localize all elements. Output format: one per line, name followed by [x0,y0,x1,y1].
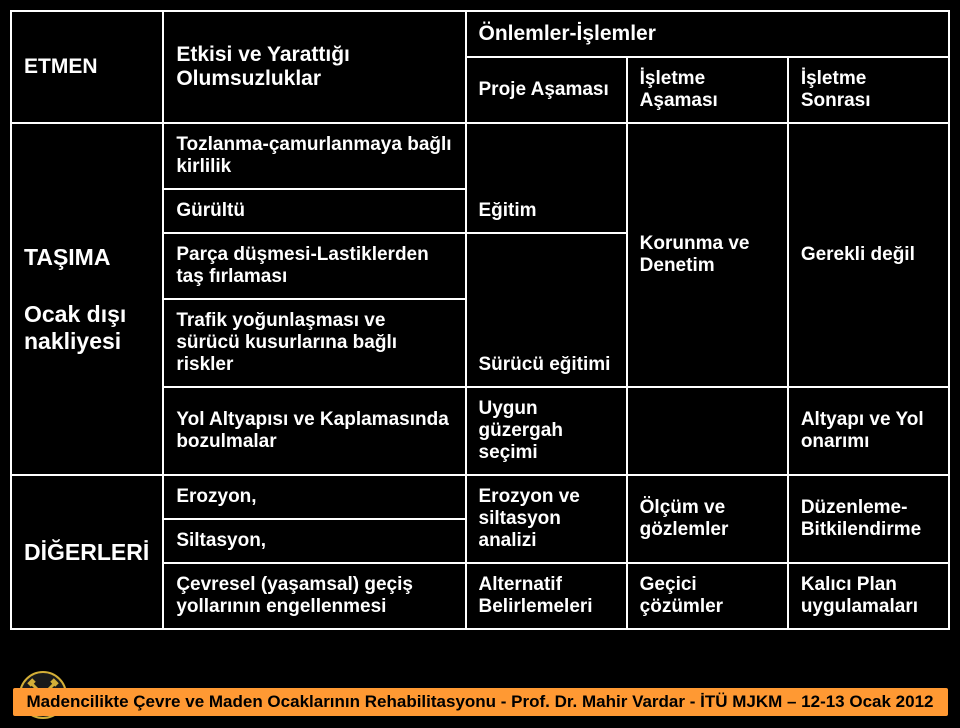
footer-text: Madencilikte Çevre ve Maden Ocaklarının … [13,688,948,716]
header-etkisi: Etkisi ve Yarattığı Olumsuzluklar [163,11,465,123]
tasima-r5-sonra: Altyapı ve Yol onarımı [788,387,949,475]
tasima-r5-etkisi: Yol Altyapısı ve Kaplamasında bozulmalar [163,387,465,475]
tasima-r4-proje: Sürücü eğitimi [466,233,627,387]
tasima-sonra: Gerekli değil [788,123,949,387]
slide: ETMEN Etkisi ve Yarattığı Olumsuzluklar … [0,10,960,728]
diger-r12-asama: Ölçüm ve gözlemler [627,475,788,563]
rowlabel-digerleri: DİĞERLERİ [11,475,163,629]
diger-r3-proje: Alternatif Belirlemeleri [466,563,627,629]
tasima-r4-etkisi: Trafik yoğunlaşması ve sürücü kusurların… [163,299,465,387]
diger-r1-etkisi: Erozyon, [163,475,465,519]
diger-r3-asama: Geçici çözümler [627,563,788,629]
header-isletme-sonra: İşletme Sonrası [788,57,949,123]
tasima-r3-etkisi: Parça düşmesi-Lastiklerden taş fırlaması [163,233,465,299]
diger-r3-sonra: Kalıcı Plan uygulamaları [788,563,949,629]
tasima-asama: Korunma ve Denetim [627,123,788,387]
diger-r2-etkisi: Siltasyon, [163,519,465,563]
tasima-r1-etkisi: Tozlanma-çamurlanmaya bağlı kirlilik [163,123,465,189]
diger-r12-proje: Erozyon ve siltasyon analizi [466,475,627,563]
header-etmen: ETMEN [11,11,163,123]
header-isletme-asama: İşletme Aşaması [627,57,788,123]
label-tasima: TAŞIMA [24,244,150,271]
tasima-r2-etkisi: Gürültü [163,189,465,233]
header-onlemler: Önlemler-İşlemler [466,11,950,57]
diger-r3-etkisi: Çevresel (yaşamsal) geçiş yollarının eng… [163,563,465,629]
tasima-r2-proje: Eğitim [466,123,627,233]
rowlabel-tasima: TAŞIMA Ocak dışı nakliyesi [11,123,163,475]
tasima-r5-proje: Uygun güzergah seçimi [466,387,627,475]
main-table: ETMEN Etkisi ve Yarattığı Olumsuzluklar … [10,10,950,630]
header-proje: Proje Aşaması [466,57,627,123]
diger-r12-sonra: Düzenleme-Bitkilendirme [788,475,949,563]
tasima-r5-asama [627,387,788,475]
label-ocak: Ocak dışı nakliyesi [24,301,150,355]
footer: Madencilikte Çevre ve Maden Ocaklarının … [0,688,960,716]
